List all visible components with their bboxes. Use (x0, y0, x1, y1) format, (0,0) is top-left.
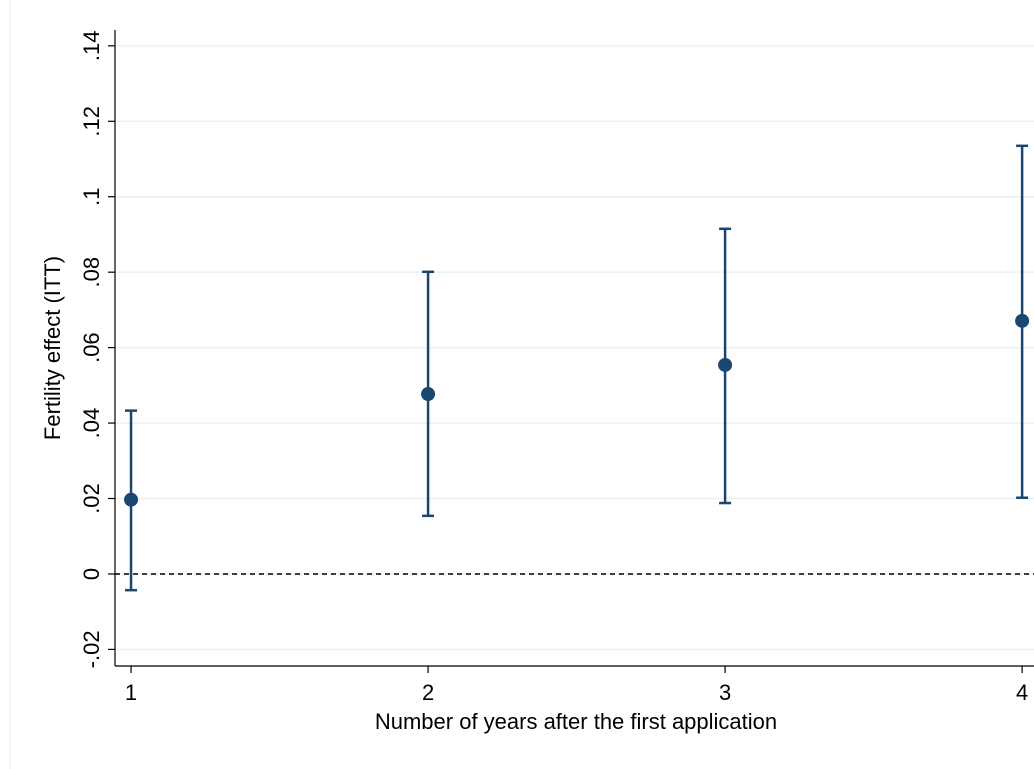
y-tick-label: .1 (79, 188, 104, 206)
x-tick-label: 3 (719, 680, 731, 705)
y-tick-label: .04 (79, 408, 104, 439)
y-tick-label: .02 (79, 483, 104, 514)
y-axis-title: Fertility effect (ITT) (40, 256, 65, 440)
y-tick-label: .06 (79, 332, 104, 363)
y-tick-label: .12 (79, 106, 104, 137)
y-tick-label: -.02 (79, 630, 104, 668)
point-estimate (124, 492, 139, 507)
y-tick-label: 0 (79, 568, 104, 580)
point-estimate (718, 357, 733, 372)
x-tick-label: 1 (125, 680, 137, 705)
x-tick-label: 4 (1016, 680, 1028, 705)
y-tick-label: .14 (79, 31, 104, 62)
point-estimate (421, 387, 436, 402)
x-axis-title: Number of years after the first applicat… (375, 709, 777, 734)
x-tick-label: 2 (422, 680, 434, 705)
point-estimate (1015, 313, 1030, 328)
y-tick-label: .08 (79, 257, 104, 288)
